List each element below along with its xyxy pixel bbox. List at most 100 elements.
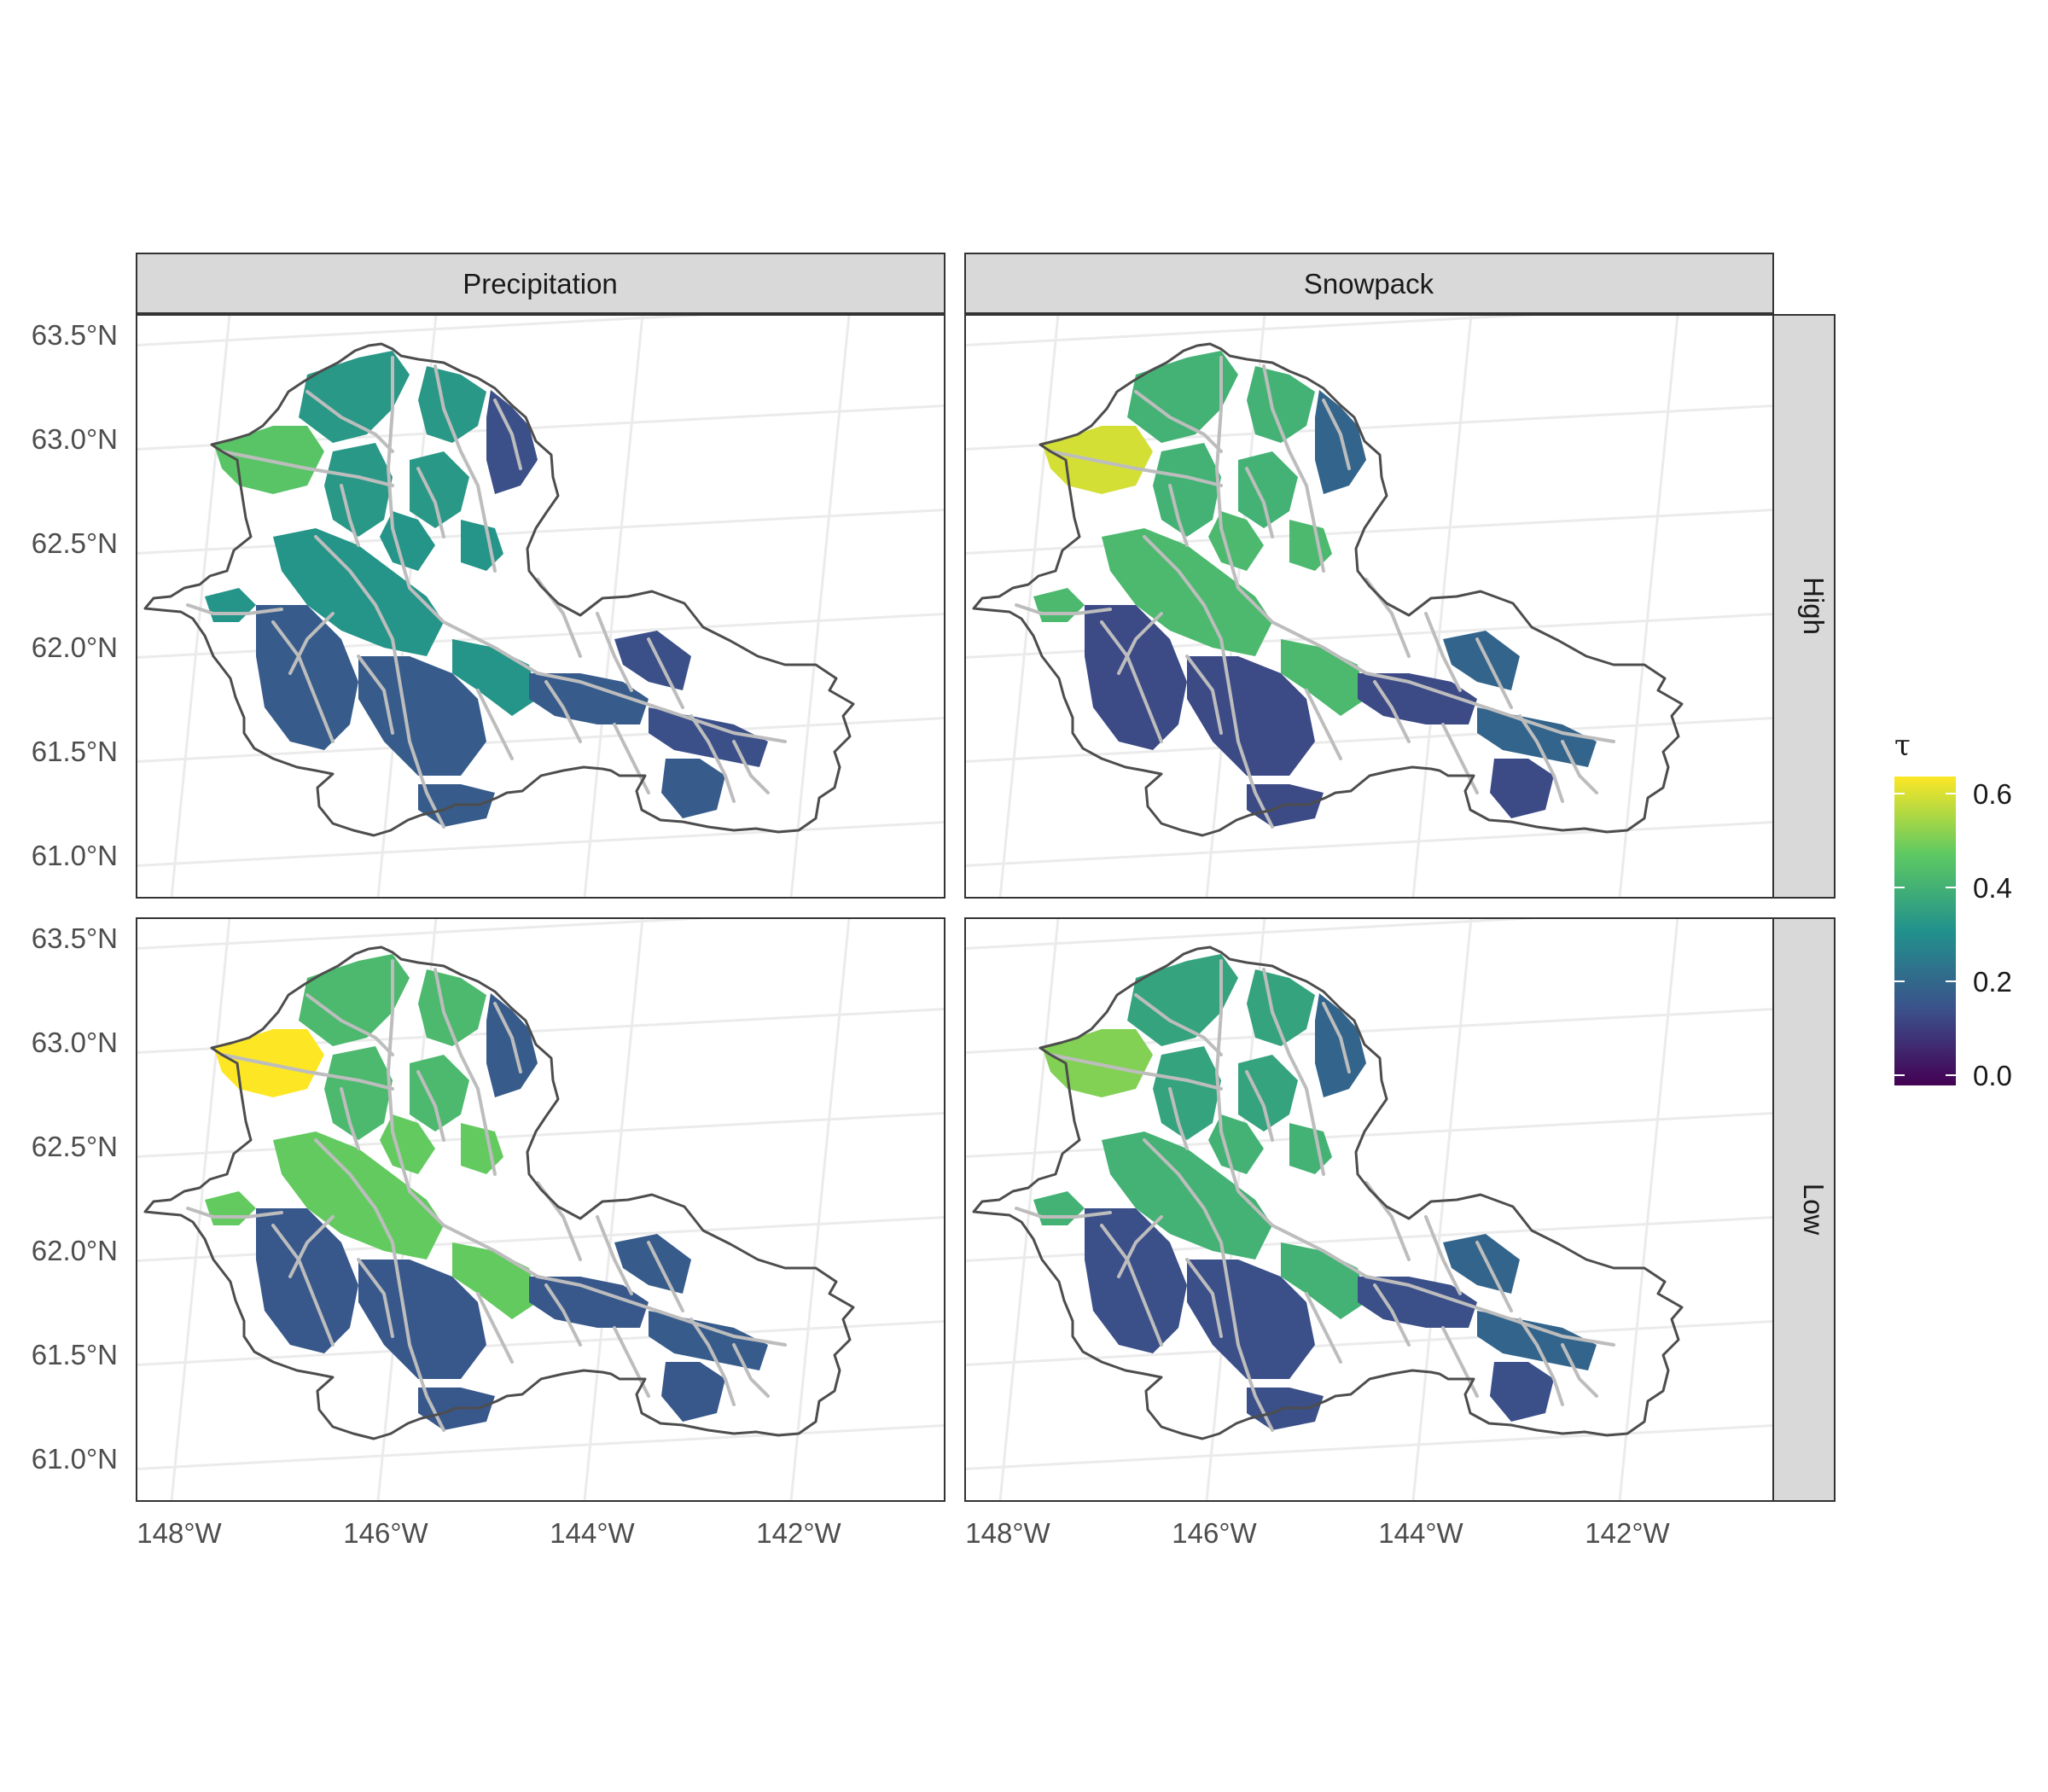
river-line bbox=[732, 740, 770, 794]
subbasin-fill bbox=[1238, 1055, 1298, 1132]
color-legend: τ 0.6 0.4 0.2 0.0 bbox=[1894, 729, 2012, 1091]
river-line bbox=[1134, 993, 1223, 1056]
legend-title: τ bbox=[1894, 729, 1911, 763]
subbasin-fill bbox=[1153, 443, 1221, 537]
graticule-latitude bbox=[965, 1424, 1773, 1470]
y-tick-label: 62.5°N bbox=[32, 527, 118, 559]
subbasin-fill bbox=[418, 969, 486, 1046]
subbasin-fill bbox=[1127, 351, 1238, 443]
subbasin-fill bbox=[1358, 673, 1477, 724]
graticule-latitude bbox=[137, 1112, 945, 1158]
x-axis-right: 148°W 146°W 144°W 142°W bbox=[965, 1517, 1670, 1549]
graticule-latitude bbox=[965, 1112, 1773, 1158]
x-tick-label: 146°W bbox=[343, 1517, 428, 1549]
map-panel-precipitation-high bbox=[136, 314, 945, 899]
subbasin-fill bbox=[1247, 969, 1315, 1046]
basin-boundary bbox=[143, 945, 855, 1440]
river-line bbox=[220, 450, 394, 487]
y-tick-label: 61.0°N bbox=[32, 1443, 118, 1475]
column-strip-snowpack: Snowpack bbox=[964, 253, 1774, 314]
river-line bbox=[1168, 484, 1189, 547]
subbasin-fill bbox=[1102, 528, 1272, 656]
panel-content bbox=[964, 314, 1774, 899]
subbasin-fill bbox=[273, 1132, 444, 1260]
strip-label-precipitation: Precipitation bbox=[463, 268, 618, 300]
y-tick-label: 63.5°N bbox=[32, 922, 118, 954]
subbasin-fill bbox=[418, 366, 486, 443]
subbasin-fill bbox=[1127, 954, 1238, 1046]
river-line bbox=[732, 1343, 770, 1398]
strip-label-snowpack: Snowpack bbox=[1304, 268, 1434, 300]
legend-tick-label: 0.0 bbox=[1973, 1060, 2012, 1091]
strip-label-high: High bbox=[1798, 577, 1830, 635]
subbasin-fill bbox=[1443, 631, 1520, 690]
panel-content bbox=[964, 917, 1774, 1502]
subbasin-fill bbox=[529, 673, 649, 724]
map-panel-precipitation-low bbox=[136, 917, 945, 1502]
subbasin-fill bbox=[486, 390, 538, 494]
river-line bbox=[340, 484, 360, 547]
river-line bbox=[1100, 620, 1163, 743]
river-line bbox=[1049, 450, 1223, 487]
x-axis-left: 148°W 146°W 144°W 142°W bbox=[137, 1517, 841, 1549]
river-line bbox=[1100, 1224, 1163, 1347]
subbasin-fill bbox=[324, 1046, 393, 1140]
x-tick-label: 146°W bbox=[1172, 1517, 1257, 1549]
y-tick-label: 63.5°N bbox=[32, 319, 118, 351]
river-line bbox=[1322, 399, 1351, 470]
basin-boundary bbox=[972, 945, 1684, 1440]
y-tick-label: 62.0°N bbox=[32, 631, 118, 663]
y-tick-label: 61.5°N bbox=[32, 736, 118, 767]
river-line bbox=[1475, 637, 1513, 709]
river-line bbox=[1117, 1215, 1163, 1278]
subbasin-fill bbox=[358, 656, 486, 776]
river-line bbox=[1305, 689, 1342, 760]
river-line bbox=[1015, 603, 1112, 615]
river-line bbox=[1475, 1241, 1513, 1312]
y-axis-top: 63.5°N 63.0°N 62.5°N 62.0°N 61.5°N 61.0°… bbox=[32, 319, 118, 871]
subbasin-fill bbox=[1187, 1260, 1315, 1379]
river-line bbox=[314, 1138, 445, 1432]
map-panel-snowpack-high bbox=[964, 314, 1774, 899]
legend-tick-label: 0.6 bbox=[1973, 778, 2012, 810]
subbasin-fill bbox=[1102, 1132, 1272, 1260]
river-line bbox=[271, 1224, 335, 1347]
subbasin-fill bbox=[486, 993, 538, 1097]
row-strip-low: Low bbox=[1772, 917, 1836, 1502]
y-tick-label: 61.5°N bbox=[32, 1339, 118, 1370]
subbasin-fill bbox=[529, 1277, 649, 1328]
river-line bbox=[340, 1087, 360, 1150]
river-line bbox=[1185, 655, 1223, 735]
column-strip-precipitation: Precipitation bbox=[136, 253, 945, 314]
river-line bbox=[1215, 356, 1615, 743]
graticule-latitude bbox=[965, 918, 1552, 950]
river-line bbox=[288, 612, 335, 675]
river-line bbox=[689, 1318, 736, 1406]
river-line bbox=[1168, 1087, 1189, 1150]
subbasin-fill bbox=[1490, 759, 1554, 818]
graticule-latitude bbox=[965, 315, 1552, 346]
river-line bbox=[493, 1002, 522, 1073]
subbasin-fill bbox=[452, 639, 538, 716]
river-line bbox=[387, 959, 787, 1347]
river-line bbox=[1424, 612, 1462, 692]
graticule-longitude bbox=[170, 315, 231, 898]
subbasin-fill bbox=[1281, 1242, 1366, 1319]
legend-tick-label: 0.2 bbox=[1973, 966, 2012, 998]
river-line bbox=[387, 356, 787, 743]
graticule-longitude bbox=[583, 918, 644, 1501]
panel-content bbox=[136, 917, 945, 1502]
graticule-longitude bbox=[1618, 918, 1679, 1501]
river-line bbox=[1143, 1138, 1274, 1432]
graticule-longitude bbox=[583, 315, 644, 898]
graticule-longitude bbox=[998, 918, 1060, 1501]
graticule-latitude bbox=[965, 821, 1773, 867]
subbasin-fill bbox=[358, 1260, 486, 1379]
strip-label-low: Low bbox=[1798, 1184, 1830, 1236]
river-line bbox=[1561, 1343, 1598, 1398]
river-line bbox=[1518, 1318, 1564, 1406]
subbasin-fill bbox=[1358, 1277, 1477, 1328]
river-line bbox=[1373, 1283, 1411, 1347]
graticule-latitude bbox=[137, 315, 724, 346]
